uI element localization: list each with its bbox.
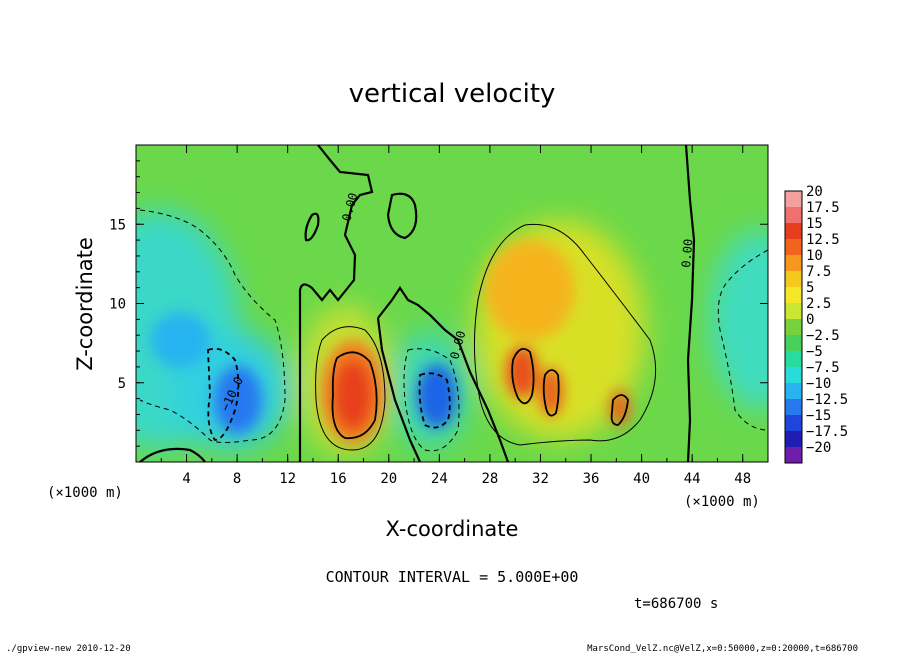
x-tick-label: 44 xyxy=(684,471,701,487)
contour-zero-4 xyxy=(684,145,696,462)
colorbar-label: 2.5 xyxy=(806,296,831,312)
colorbar-swatch xyxy=(785,271,802,288)
x-unit-right: (×1000 m) xyxy=(684,494,760,510)
colorbar-swatch xyxy=(785,383,802,400)
contour-neg10-mid xyxy=(418,372,451,429)
cell-downdraft-7km xyxy=(214,366,262,434)
colorbar-swatch xyxy=(785,239,802,256)
colorbar-swatch xyxy=(785,399,802,416)
time-label: t=686700 s xyxy=(634,596,718,612)
contour-10-c xyxy=(542,369,560,417)
region-cyan-right xyxy=(710,230,768,410)
colorbar-swatch xyxy=(785,255,802,272)
y-axis-label: Z-coordinate xyxy=(73,237,97,371)
contour-zero-small xyxy=(386,192,418,240)
colorbar-swatch xyxy=(785,351,802,368)
cell-updraft-17km-core xyxy=(333,359,373,431)
colorbar-label: 20 xyxy=(806,184,823,200)
y-tick-label: 15 xyxy=(109,217,126,233)
contour-interval: CONTOUR INTERVAL = 5.000E+00 xyxy=(326,568,579,586)
colorbar-label: −7.5 xyxy=(806,360,840,376)
x-unit-left: (×1000 m) xyxy=(47,485,123,501)
x-tick-label: 24 xyxy=(431,471,448,487)
y-tick-label: 10 xyxy=(109,297,126,313)
colorbar-label: 10 xyxy=(806,248,823,264)
contour-5-left xyxy=(315,326,386,451)
chart-title: vertical velocity xyxy=(349,79,556,109)
x-tick-label: 20 xyxy=(380,471,397,487)
contour-zero-small2 xyxy=(304,212,320,242)
colorbar-label: −5 xyxy=(806,344,823,360)
contour-neg10-left xyxy=(207,347,240,441)
cell-downdraft-4km xyxy=(150,312,210,368)
contour-neg5-mid xyxy=(403,348,460,452)
x-tick-label: 48 xyxy=(734,471,751,487)
contour-label-3: 0.00 xyxy=(679,238,695,268)
colorbar-label: −12.5 xyxy=(806,392,848,408)
colorbar-swatch xyxy=(785,207,802,224)
contour-zero-3 xyxy=(376,317,422,462)
plot-area: 0.00 0.00 0.00 −10.0 xyxy=(136,145,768,462)
colorbar-swatch xyxy=(785,367,802,384)
x-tick-label: 32 xyxy=(532,471,549,487)
contour-zero-1 xyxy=(298,145,374,462)
x-axis-label: X-coordinate xyxy=(386,517,519,541)
colorbar-label: −2.5 xyxy=(806,328,840,344)
x-tick-label: 12 xyxy=(279,471,296,487)
colorbar-label: 12.5 xyxy=(806,232,840,248)
colorbar-label: 15 xyxy=(806,216,823,232)
contour-10-a xyxy=(331,351,378,440)
colorbar-swatch xyxy=(785,319,802,336)
colorbar-swatch xyxy=(785,303,802,320)
x-tick-label: 4 xyxy=(182,471,190,487)
colorbar-label: 0 xyxy=(806,312,814,328)
colorbar-swatch xyxy=(785,447,802,464)
x-tick-label: 16 xyxy=(330,471,347,487)
colorbar-label: 17.5 xyxy=(806,200,840,216)
region-orange-upper xyxy=(485,240,575,340)
contour-5-main xyxy=(473,223,657,446)
colorbar-frame xyxy=(784,190,803,464)
colorbar-label: 5 xyxy=(806,280,814,296)
contour-zero-2 xyxy=(377,286,510,462)
x-tick-label: 40 xyxy=(633,471,650,487)
colorbar: 2017.51512.5107.552.50−2.5−5−7.5−10−12.5… xyxy=(784,184,848,464)
footer-left: ./gpview-new 2010-12-20 xyxy=(6,644,131,654)
colorbar-label: −17.5 xyxy=(806,424,848,440)
footer-right: MarsCond_VelZ.nc@VelZ,x=0:50000,z=0:2000… xyxy=(587,644,858,654)
colorbar-swatch xyxy=(785,287,802,304)
colorbar-label: 7.5 xyxy=(806,264,831,280)
colorbar-label: −20 xyxy=(806,440,831,456)
colorbar-swatch xyxy=(785,415,802,432)
x-tick-label: 8 xyxy=(233,471,241,487)
y-tick-label: 5 xyxy=(118,376,126,392)
colorbar-swatch xyxy=(785,223,802,240)
contour-10-b xyxy=(511,348,535,405)
colorbar-label: −10 xyxy=(806,376,831,392)
colorbar-swatch xyxy=(785,431,802,448)
contour-zero-bottom xyxy=(139,447,206,462)
x-tick-label: 28 xyxy=(481,471,498,487)
colorbar-swatch xyxy=(785,335,802,352)
x-tick-label: 36 xyxy=(583,471,600,487)
contour-10-d xyxy=(610,394,629,426)
contour-neg5-left xyxy=(139,209,286,443)
colorbar-label: −15 xyxy=(806,408,831,424)
colorbar-swatch xyxy=(785,191,802,208)
contour-neg5-right xyxy=(717,249,768,431)
